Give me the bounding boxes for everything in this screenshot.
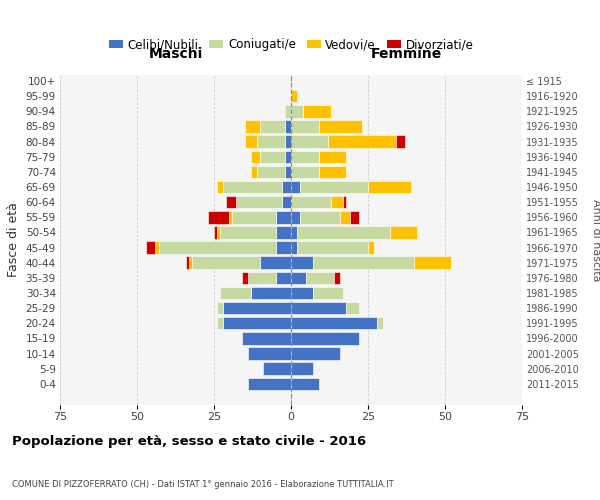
Bar (291, 317, 377, 330)
Text: Maschi: Maschi (148, 48, 203, 62)
Bar (229, 211, 232, 224)
Y-axis label: Fasce di età: Fasce di età (7, 202, 20, 278)
Bar (291, 302, 346, 314)
Bar (232, 211, 275, 224)
Bar (146, 242, 155, 254)
Bar (260, 256, 291, 269)
Bar (285, 105, 291, 118)
Bar (226, 196, 236, 208)
Bar (291, 348, 340, 360)
Bar (285, 150, 291, 163)
Bar (291, 166, 319, 178)
Bar (285, 166, 291, 178)
Bar (260, 120, 285, 132)
Bar (217, 181, 223, 193)
Bar (291, 226, 297, 238)
Bar (304, 105, 331, 118)
Bar (190, 256, 193, 269)
Bar (285, 136, 291, 148)
Bar (248, 272, 275, 284)
Bar (300, 211, 340, 224)
Bar (291, 90, 297, 102)
Bar (300, 181, 368, 193)
Bar (282, 181, 291, 193)
Bar (377, 317, 383, 330)
Bar (368, 242, 374, 254)
Bar (223, 181, 282, 193)
Bar (208, 211, 229, 224)
Bar (242, 272, 248, 284)
Bar (214, 226, 217, 238)
Bar (155, 242, 158, 254)
Text: COMUNE DI PIZZOFERRATO (CH) - Dati ISTAT 1° gennaio 2016 - Elaborazione TUTTITAL: COMUNE DI PIZZOFERRATO (CH) - Dati ISTAT… (12, 480, 394, 489)
Bar (291, 362, 313, 375)
Bar (291, 196, 331, 208)
Bar (368, 181, 411, 193)
Bar (291, 211, 300, 224)
Bar (217, 317, 223, 330)
Bar (223, 317, 291, 330)
Bar (350, 211, 359, 224)
Bar (414, 256, 451, 269)
Bar (251, 150, 260, 163)
Bar (319, 166, 346, 178)
Bar (257, 136, 285, 148)
Bar (319, 120, 362, 132)
Bar (275, 272, 291, 284)
Bar (291, 181, 300, 193)
Bar (291, 332, 359, 344)
Bar (307, 272, 334, 284)
Text: Popolazione per età, sesso e stato civile - 2016: Popolazione per età, sesso e stato civil… (12, 435, 366, 448)
Bar (275, 242, 291, 254)
Bar (291, 105, 304, 118)
Y-axis label: Anni di nascita: Anni di nascita (591, 198, 600, 281)
Bar (220, 226, 275, 238)
Bar (263, 362, 291, 375)
Bar (291, 150, 319, 163)
Bar (236, 196, 282, 208)
Bar (260, 150, 285, 163)
Bar (220, 287, 251, 299)
Bar (217, 226, 220, 238)
Bar (248, 378, 291, 390)
Bar (248, 348, 291, 360)
Bar (291, 256, 313, 269)
Bar (340, 211, 350, 224)
Bar (346, 302, 359, 314)
Bar (158, 242, 275, 254)
Legend: Celibi/Nubili, Coniugati/e, Vedovi/e, Divorziati/e: Celibi/Nubili, Coniugati/e, Vedovi/e, Di… (109, 38, 473, 51)
Bar (275, 226, 291, 238)
Bar (328, 136, 396, 148)
Bar (297, 242, 368, 254)
Bar (313, 287, 343, 299)
Bar (275, 211, 291, 224)
Bar (282, 196, 291, 208)
Bar (291, 120, 319, 132)
Bar (245, 136, 257, 148)
Bar (396, 136, 405, 148)
Bar (186, 256, 190, 269)
Bar (334, 272, 340, 284)
Bar (297, 226, 389, 238)
Text: Femmine: Femmine (371, 48, 442, 62)
Bar (389, 226, 417, 238)
Bar (217, 302, 223, 314)
Bar (251, 287, 291, 299)
Bar (245, 120, 260, 132)
Bar (291, 136, 328, 148)
Bar (313, 256, 414, 269)
Bar (193, 256, 260, 269)
Bar (257, 166, 285, 178)
Bar (285, 120, 291, 132)
Bar (343, 196, 346, 208)
Bar (291, 242, 297, 254)
Bar (291, 378, 319, 390)
Bar (331, 196, 343, 208)
Bar (291, 272, 307, 284)
Bar (242, 332, 291, 344)
Bar (319, 150, 346, 163)
Bar (251, 166, 257, 178)
Bar (291, 287, 313, 299)
Bar (223, 302, 291, 314)
